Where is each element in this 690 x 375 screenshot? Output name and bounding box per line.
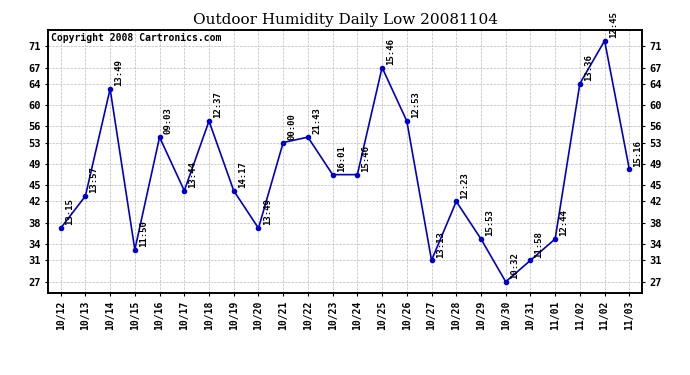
Text: 15:46: 15:46 xyxy=(362,145,371,172)
Text: 11:50: 11:50 xyxy=(139,220,148,247)
Text: 14:17: 14:17 xyxy=(238,161,247,188)
Text: 15:53: 15:53 xyxy=(485,209,494,236)
Text: 00:00: 00:00 xyxy=(287,113,296,140)
Text: 12:53: 12:53 xyxy=(411,92,420,118)
Text: 13:49: 13:49 xyxy=(115,59,124,86)
Text: 13:49: 13:49 xyxy=(263,198,272,225)
Title: Outdoor Humidity Daily Low 20081104: Outdoor Humidity Daily Low 20081104 xyxy=(193,13,497,27)
Text: 15:16: 15:16 xyxy=(633,140,642,166)
Text: 12:23: 12:23 xyxy=(460,172,469,199)
Text: 16:01: 16:01 xyxy=(337,145,346,172)
Text: 12:44: 12:44 xyxy=(560,209,569,236)
Text: 13:44: 13:44 xyxy=(188,161,197,188)
Text: 13:57: 13:57 xyxy=(90,166,99,193)
Text: 12:45: 12:45 xyxy=(609,11,618,38)
Text: 10:32: 10:32 xyxy=(510,252,519,279)
Text: Copyright 2008 Cartronics.com: Copyright 2008 Cartronics.com xyxy=(51,33,221,43)
Text: 21:43: 21:43 xyxy=(312,108,321,134)
Text: 15:46: 15:46 xyxy=(386,38,395,65)
Text: 09:03: 09:03 xyxy=(164,108,172,134)
Text: 13:36: 13:36 xyxy=(584,54,593,81)
Text: 13:15: 13:15 xyxy=(65,198,74,225)
Text: 11:58: 11:58 xyxy=(535,231,544,258)
Text: 13:13: 13:13 xyxy=(435,231,444,258)
Text: 12:37: 12:37 xyxy=(213,92,222,118)
